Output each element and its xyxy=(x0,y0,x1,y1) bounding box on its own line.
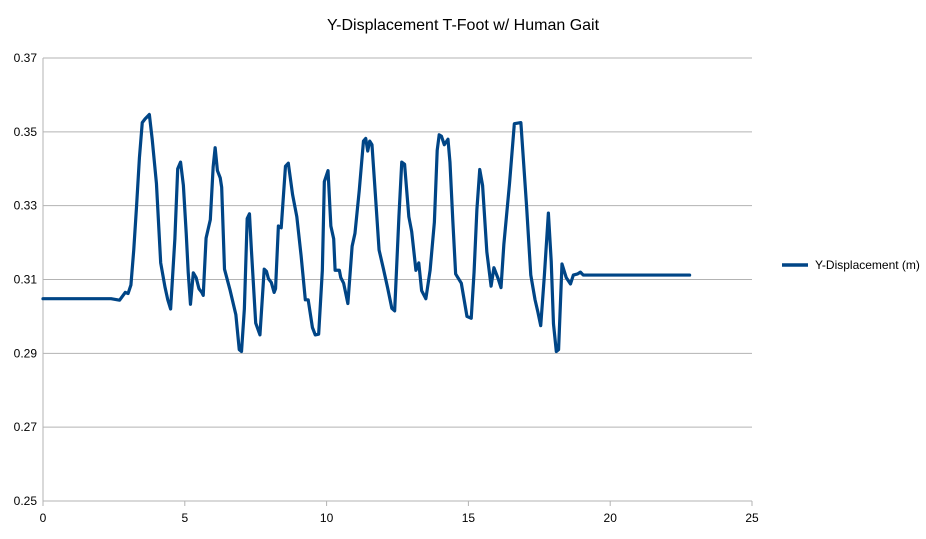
x-tick-label: 0 xyxy=(40,511,47,525)
legend: Y-Displacement (m) xyxy=(782,258,920,272)
x-tick-label: 20 xyxy=(604,511,618,525)
y-tick-label: 0.31 xyxy=(14,273,38,287)
legend-label: Y-Displacement (m) xyxy=(815,258,920,272)
y-tick-label: 0.25 xyxy=(14,494,38,508)
y-axis-tick-labels: 0.25 0.27 0.29 0.31 0.33 0.35 0.37 xyxy=(14,51,38,508)
x-tick-label: 25 xyxy=(745,511,759,525)
y-tick-label: 0.27 xyxy=(14,420,38,434)
series-layer xyxy=(41,112,692,354)
axes xyxy=(42,58,753,506)
y-tick-label: 0.37 xyxy=(14,51,38,65)
y-tick-label: 0.33 xyxy=(14,199,38,213)
chart-title: Y-Displacement T-Foot w/ Human Gait xyxy=(327,17,600,34)
y-tick-label: 0.29 xyxy=(14,346,38,360)
x-tick-label: 5 xyxy=(181,511,188,525)
y-tick-label: 0.35 xyxy=(14,125,38,139)
x-tick-label: 10 xyxy=(320,511,334,525)
series-line xyxy=(41,112,692,354)
x-axis-tick-labels: 0 5 10 15 20 25 xyxy=(40,511,759,525)
gridlines xyxy=(43,57,752,502)
x-tick-label: 15 xyxy=(462,511,476,525)
